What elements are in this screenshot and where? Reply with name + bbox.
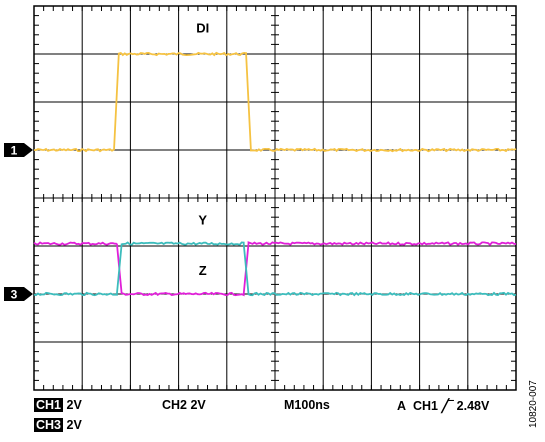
trace-label: Y xyxy=(198,212,207,227)
ch1-tag: CH1 xyxy=(34,398,64,412)
grid xyxy=(33,5,517,391)
channel-marker xyxy=(4,287,33,301)
trigger-edge-icon: ╱‾ xyxy=(441,399,454,413)
ch1-scale: 2V xyxy=(66,398,82,412)
trigger-level: 2.48V xyxy=(456,399,490,413)
ch2-readout: CH2 2V xyxy=(162,398,206,412)
ch1-readout: CH1 2V xyxy=(34,398,82,412)
ch3-readout: CH3 2V xyxy=(34,418,82,432)
channel-markers: 13 xyxy=(4,143,33,302)
trace-annotations: DI Y Z xyxy=(196,20,209,277)
trace-label: DI xyxy=(196,20,209,35)
trace-y xyxy=(33,241,517,297)
figure-number: 10820-007 xyxy=(528,380,539,428)
channel-marker xyxy=(4,143,33,157)
trace-label: Z xyxy=(199,263,207,278)
ch3-tag: CH3 xyxy=(34,418,64,432)
timebase-readout: M100ns xyxy=(284,398,330,412)
channel-marker-label: 3 xyxy=(11,288,18,302)
ch3-scale: 2V xyxy=(66,418,82,432)
trigger-a: A xyxy=(397,399,407,413)
channel-marker-label: 1 xyxy=(11,144,18,158)
trigger-readout: A CH1 ╱‾ 2.48V xyxy=(397,398,489,413)
traces xyxy=(33,51,517,297)
trace-z xyxy=(33,241,517,297)
trigger-channel: CH1 xyxy=(412,399,438,413)
trace-di xyxy=(33,51,517,153)
